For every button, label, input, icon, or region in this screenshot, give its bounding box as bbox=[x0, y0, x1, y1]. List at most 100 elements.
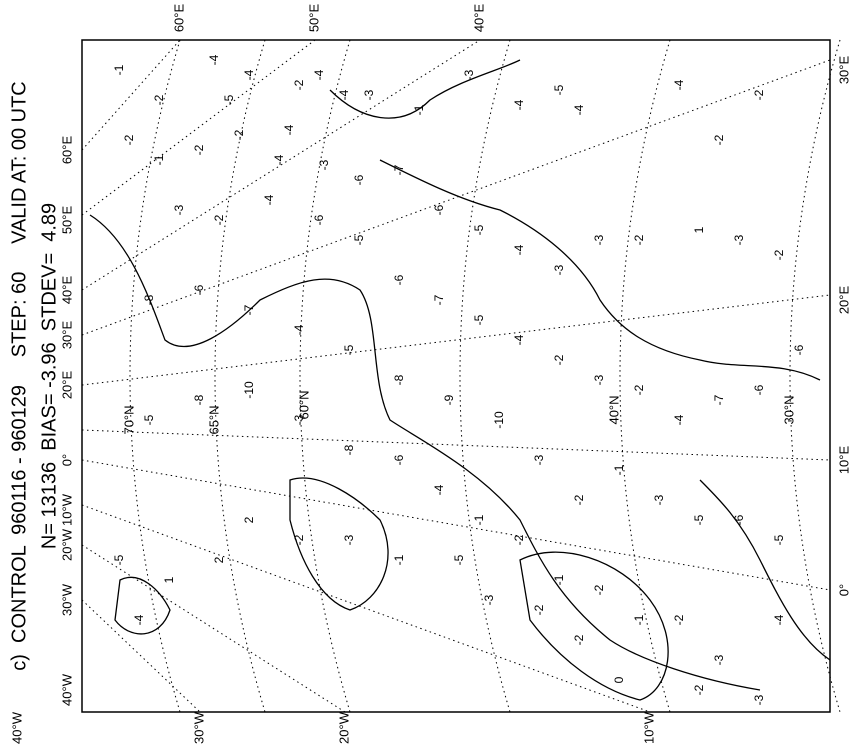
station-value: -6 bbox=[352, 174, 366, 185]
station-value: -2 bbox=[512, 534, 526, 545]
station-value: -3 bbox=[532, 454, 546, 465]
station-value: -5 bbox=[142, 414, 156, 425]
station-value: -6 bbox=[312, 214, 326, 225]
meridian bbox=[82, 460, 830, 590]
station-value: -3 bbox=[592, 374, 606, 385]
station-value: -5 bbox=[352, 234, 366, 245]
station-value: -5 bbox=[472, 314, 486, 325]
station-value: -5 bbox=[772, 534, 786, 545]
frame-label: 20°E bbox=[59, 371, 74, 400]
frame-label: 20°W bbox=[59, 528, 74, 561]
station-value: -3 bbox=[482, 594, 496, 605]
coastline bbox=[90, 215, 760, 690]
station-value: -3 bbox=[652, 494, 666, 505]
station-value: -2 bbox=[572, 634, 586, 645]
station-value: -4 bbox=[672, 79, 686, 90]
parallel bbox=[790, 40, 840, 712]
station-value: 1 bbox=[162, 576, 176, 583]
station-value: -4 bbox=[132, 614, 146, 625]
station-value: -2 bbox=[572, 494, 586, 505]
station-value: -5 bbox=[692, 514, 706, 525]
station-value: -6 bbox=[432, 204, 446, 215]
station-value: -7 bbox=[712, 394, 726, 405]
station-value: -7 bbox=[242, 304, 256, 315]
station-value: -4 bbox=[512, 99, 526, 110]
station-value: -6 bbox=[392, 454, 406, 465]
station-value: -5 bbox=[552, 84, 566, 95]
station-value: -1 bbox=[392, 554, 406, 565]
station-value: -5 bbox=[452, 554, 466, 565]
station-value: -8 bbox=[142, 294, 156, 305]
station-value: -10 bbox=[492, 411, 506, 429]
latitude-label: 40°N bbox=[606, 395, 621, 424]
station-value: -3 bbox=[552, 264, 566, 275]
station-value: -1 bbox=[632, 614, 646, 625]
meridian bbox=[82, 430, 830, 460]
station-value: -6 bbox=[752, 384, 766, 395]
station-value: -5 bbox=[472, 224, 486, 235]
frame-label: 30°W bbox=[59, 583, 74, 616]
frame-label: 40°W bbox=[9, 711, 24, 744]
station-value: 1 bbox=[692, 226, 706, 233]
station-value: 2 bbox=[212, 556, 226, 563]
station-value: -5 bbox=[222, 94, 236, 105]
station-value: -2 bbox=[672, 614, 686, 625]
station-value: -4 bbox=[512, 334, 526, 345]
station-value: -2 bbox=[292, 534, 306, 545]
frame-label: 50°E bbox=[59, 206, 74, 235]
frame-label: 40°E bbox=[59, 276, 74, 305]
station-value: -2 bbox=[152, 94, 166, 105]
station-value: -2 bbox=[632, 234, 646, 245]
station-value: -3 bbox=[172, 204, 186, 215]
station-value: -3 bbox=[292, 414, 306, 425]
station-value: -2 bbox=[552, 354, 566, 365]
frame-label: 40°W bbox=[59, 673, 74, 706]
station-value: -2 bbox=[212, 214, 226, 225]
parallel bbox=[460, 40, 510, 712]
latitude-label: 70°N bbox=[121, 405, 136, 434]
station-value: -6 bbox=[732, 514, 746, 525]
station-value: -2 bbox=[122, 134, 136, 145]
station-value: -5 bbox=[342, 344, 356, 355]
station-value: -4 bbox=[432, 484, 446, 495]
station-value: -4 bbox=[262, 194, 276, 205]
station-value: -4 bbox=[772, 614, 786, 625]
station-value: -6 bbox=[192, 284, 206, 295]
station-value: -4 bbox=[312, 69, 326, 80]
frame-label: 30°W bbox=[191, 711, 206, 744]
parallel bbox=[300, 40, 350, 712]
frame-label: 10°E bbox=[836, 446, 851, 475]
station-value: -7 bbox=[392, 164, 406, 175]
meridian bbox=[82, 295, 830, 385]
station-value: -4 bbox=[572, 104, 586, 115]
station-value: -4 bbox=[282, 124, 296, 135]
frame-label: 0° bbox=[59, 454, 74, 466]
station-value: -3 bbox=[732, 234, 746, 245]
station-value: -4 bbox=[272, 154, 286, 165]
station-value: -3 bbox=[752, 694, 766, 705]
frame-label: 50°E bbox=[306, 4, 321, 33]
station-value: -3 bbox=[712, 654, 726, 665]
station-value: -4 bbox=[672, 414, 686, 425]
station-value: -4 bbox=[207, 54, 221, 65]
station-value: 0 bbox=[612, 676, 626, 683]
station-value: -2 bbox=[692, 684, 706, 695]
frame-label: 10°W bbox=[59, 493, 74, 526]
station-value: -6 bbox=[792, 344, 806, 355]
station-value: -10 bbox=[242, 381, 256, 399]
station-value: 2 bbox=[242, 516, 256, 523]
station-value: -2 bbox=[712, 134, 726, 145]
station-value: -3 bbox=[317, 159, 331, 170]
station-value: -2 bbox=[752, 89, 766, 100]
station-value: -3 bbox=[362, 89, 376, 100]
station-value: -2 bbox=[192, 144, 206, 155]
station-value: -3 bbox=[592, 234, 606, 245]
meridian bbox=[82, 545, 345, 712]
station-value: -4 bbox=[242, 69, 256, 80]
station-value: -3 bbox=[342, 534, 356, 545]
station-value: -3 bbox=[462, 69, 476, 80]
station-value: -2 bbox=[632, 384, 646, 395]
station-value: -1 bbox=[612, 464, 626, 475]
station-value: -1 bbox=[472, 514, 486, 525]
station-value: -1 bbox=[552, 574, 566, 585]
